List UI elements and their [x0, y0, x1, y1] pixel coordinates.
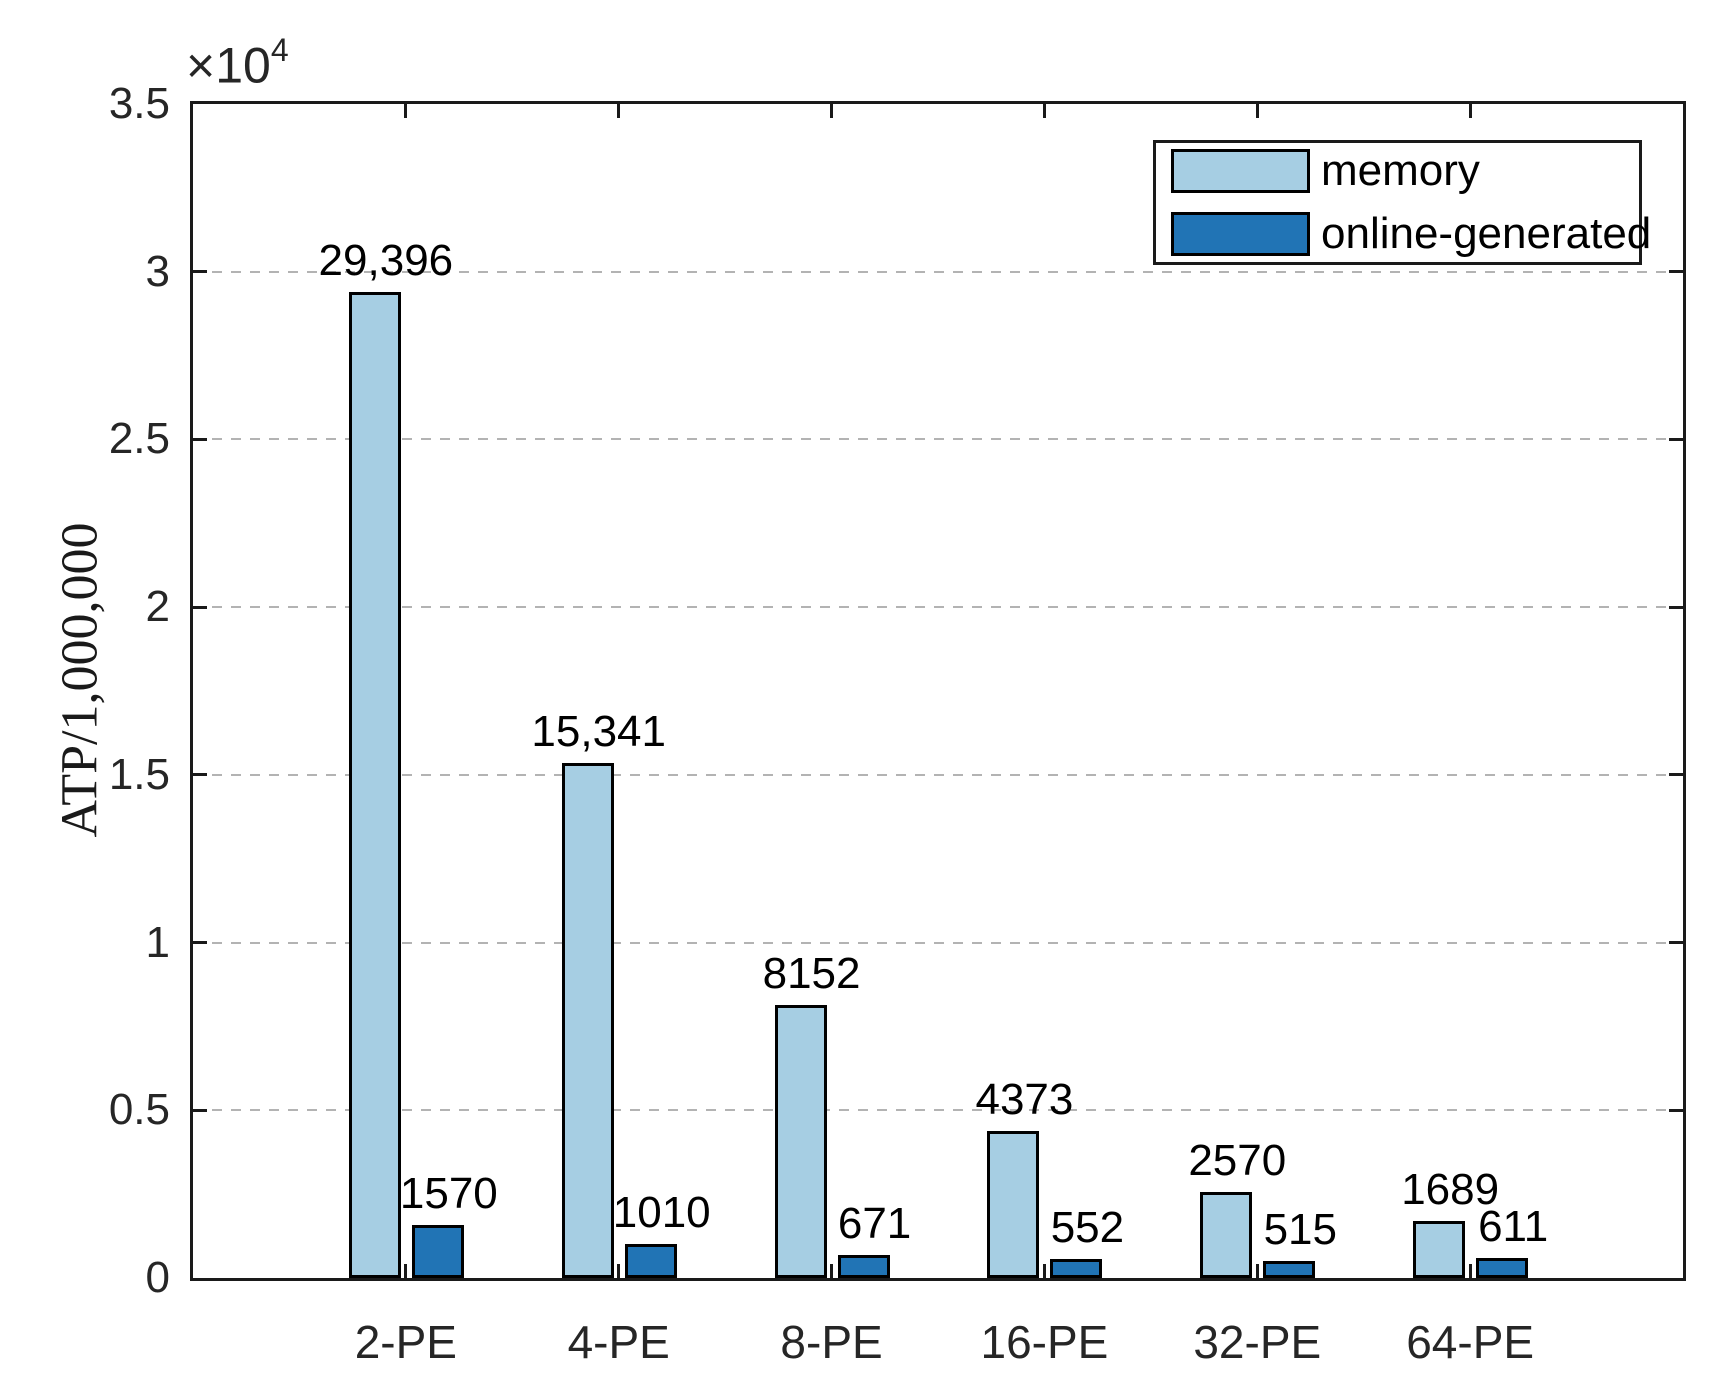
y-tick-mark-left: [193, 773, 207, 777]
online-generated-bar: [1050, 1259, 1103, 1278]
x-tick-mark-bottom: [617, 1264, 621, 1278]
y-tick-mark-left: [193, 1108, 207, 1112]
memory-bar: [1413, 1221, 1466, 1278]
memory-bar: [561, 763, 614, 1278]
legend-swatch-memory: [1171, 149, 1310, 193]
gridline: [193, 773, 1683, 776]
x-tick-mark-bottom: [1468, 1264, 1472, 1278]
y-tick-mark-right: [1669, 1108, 1683, 1112]
gridline: [193, 941, 1683, 944]
bar-value-label: 4373: [975, 1075, 1074, 1124]
x-tick-mark-bottom: [1042, 1264, 1046, 1278]
memory-bar: [1200, 1192, 1253, 1278]
y-tick-label: 1: [145, 917, 170, 967]
bar-value-label: 1689: [1401, 1165, 1500, 1214]
legend-label: online-generated: [1321, 209, 1652, 258]
y-tick-mark-right: [1669, 270, 1683, 274]
memory-bar: [774, 1005, 827, 1278]
y-tick-mark-right: [1669, 941, 1683, 945]
x-tick-label: 8-PE: [780, 1316, 883, 1368]
gridline: [193, 1109, 1683, 1112]
x-tick-mark-top: [404, 104, 408, 118]
y-tick-mark-left: [193, 941, 207, 945]
y-tick-mark-right: [1669, 605, 1683, 609]
bar-value-label: 29,396: [318, 236, 454, 285]
x-tick-label: 64-PE: [1406, 1316, 1535, 1368]
bar-value-label: 8152: [762, 949, 861, 998]
gridline: [193, 270, 1683, 273]
legend: memory online-generated: [1153, 140, 1651, 265]
x-tick-mark-bottom: [1255, 1264, 1259, 1278]
y-tick-label: 0.5: [108, 1085, 170, 1135]
x-tick-label: 2-PE: [354, 1316, 457, 1368]
y-tick-mark-left: [193, 605, 207, 609]
y-tick-label: 1.5: [108, 749, 170, 799]
online-generated-bar: [837, 1255, 890, 1278]
y-tick-label: 2: [145, 582, 170, 632]
bar-value-label: 2570: [1188, 1136, 1287, 1185]
legend-item: online-generated: [1171, 212, 1651, 256]
legend-label: memory: [1321, 146, 1480, 195]
y-tick-mark-left: [193, 270, 207, 274]
gridline: [193, 606, 1683, 609]
bar-value-label: 1570: [399, 1169, 498, 1218]
legend-item: memory: [1171, 149, 1639, 193]
online-generated-bar: [411, 1225, 464, 1278]
y-tick-mark-right: [1669, 773, 1683, 777]
bar-value-label: 552: [1050, 1203, 1125, 1252]
x-tick-label: 16-PE: [980, 1316, 1109, 1368]
x-tick-label: 32-PE: [1193, 1316, 1322, 1368]
bar-value-label: 515: [1263, 1205, 1337, 1254]
gridline: [193, 438, 1683, 441]
bar-value-label: 611: [1478, 1202, 1549, 1251]
plot-area: 29,396 1570 15,341 1010 8152 671 4373 552 2570 51…: [190, 101, 1686, 1281]
legend-swatch-online-generated: [1171, 212, 1310, 256]
memory-bar: [348, 292, 401, 1278]
x-tick-mark-top: [1255, 104, 1259, 118]
bar-value-label: 15,341: [531, 707, 666, 756]
x-tick-mark-top: [1468, 104, 1472, 118]
bar-value-label: 671: [837, 1199, 912, 1248]
y-exponent-power: 4: [270, 32, 289, 68]
y-tick-mark-right: [1669, 437, 1683, 441]
y-tick-mark-left: [193, 437, 207, 441]
y-tick-label: 3: [145, 246, 170, 296]
x-tick-mark-bottom: [404, 1264, 408, 1278]
online-generated-bar: [624, 1244, 677, 1278]
y-tick-label: 0: [145, 1253, 170, 1302]
y-tick-label: 2.5: [108, 414, 170, 464]
y-axis-exponent-label: ×104: [186, 34, 289, 94]
y-exponent-base: ×10: [186, 37, 271, 94]
x-tick-label: 4-PE: [567, 1316, 670, 1368]
online-generated-bar: [1476, 1258, 1529, 1278]
y-tick-label: 3.5: [108, 79, 170, 128]
bar-value-label: 1010: [612, 1188, 711, 1237]
online-generated-bar: [1263, 1261, 1316, 1278]
memory-bar: [987, 1131, 1040, 1278]
x-tick-mark-top: [617, 104, 621, 118]
x-tick-mark-top: [1042, 104, 1046, 118]
x-tick-mark-top: [830, 104, 834, 118]
x-tick-mark-bottom: [830, 1264, 834, 1278]
